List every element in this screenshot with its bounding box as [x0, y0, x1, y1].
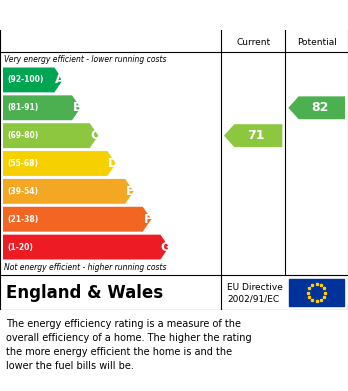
- Text: 71: 71: [247, 129, 265, 142]
- Text: (39-54): (39-54): [7, 187, 38, 196]
- Text: (69-80): (69-80): [7, 131, 38, 140]
- Text: B: B: [72, 101, 82, 114]
- Polygon shape: [3, 235, 169, 260]
- Text: (92-100): (92-100): [7, 75, 44, 84]
- Polygon shape: [3, 151, 116, 176]
- Text: G: G: [160, 240, 171, 254]
- Text: (81-91): (81-91): [7, 103, 38, 112]
- Text: 2002/91/EC: 2002/91/EC: [227, 295, 279, 304]
- Text: D: D: [108, 157, 118, 170]
- Bar: [289, 279, 344, 306]
- Polygon shape: [3, 207, 151, 231]
- Text: Current: Current: [236, 38, 270, 47]
- Polygon shape: [3, 179, 134, 204]
- Text: EU Directive: EU Directive: [227, 283, 283, 292]
- Text: Potential: Potential: [297, 38, 337, 47]
- Text: (21-38): (21-38): [7, 215, 38, 224]
- Text: (55-68): (55-68): [7, 159, 38, 168]
- Text: 82: 82: [311, 101, 329, 114]
- Polygon shape: [3, 68, 63, 92]
- Polygon shape: [224, 124, 282, 147]
- Text: A: A: [55, 74, 64, 86]
- Text: Not energy efficient - higher running costs: Not energy efficient - higher running co…: [4, 264, 166, 273]
- Text: England & Wales: England & Wales: [6, 283, 163, 301]
- Text: (1-20): (1-20): [7, 242, 33, 251]
- Polygon shape: [288, 96, 345, 119]
- Polygon shape: [3, 123, 98, 148]
- Text: C: C: [90, 129, 100, 142]
- Text: E: E: [126, 185, 134, 198]
- Polygon shape: [3, 95, 81, 120]
- Text: The energy efficiency rating is a measure of the
overall efficiency of a home. T: The energy efficiency rating is a measur…: [6, 319, 252, 371]
- Text: Very energy efficient - lower running costs: Very energy efficient - lower running co…: [4, 54, 166, 63]
- Text: F: F: [144, 213, 152, 226]
- Text: Energy Efficiency Rating: Energy Efficiency Rating: [9, 7, 211, 23]
